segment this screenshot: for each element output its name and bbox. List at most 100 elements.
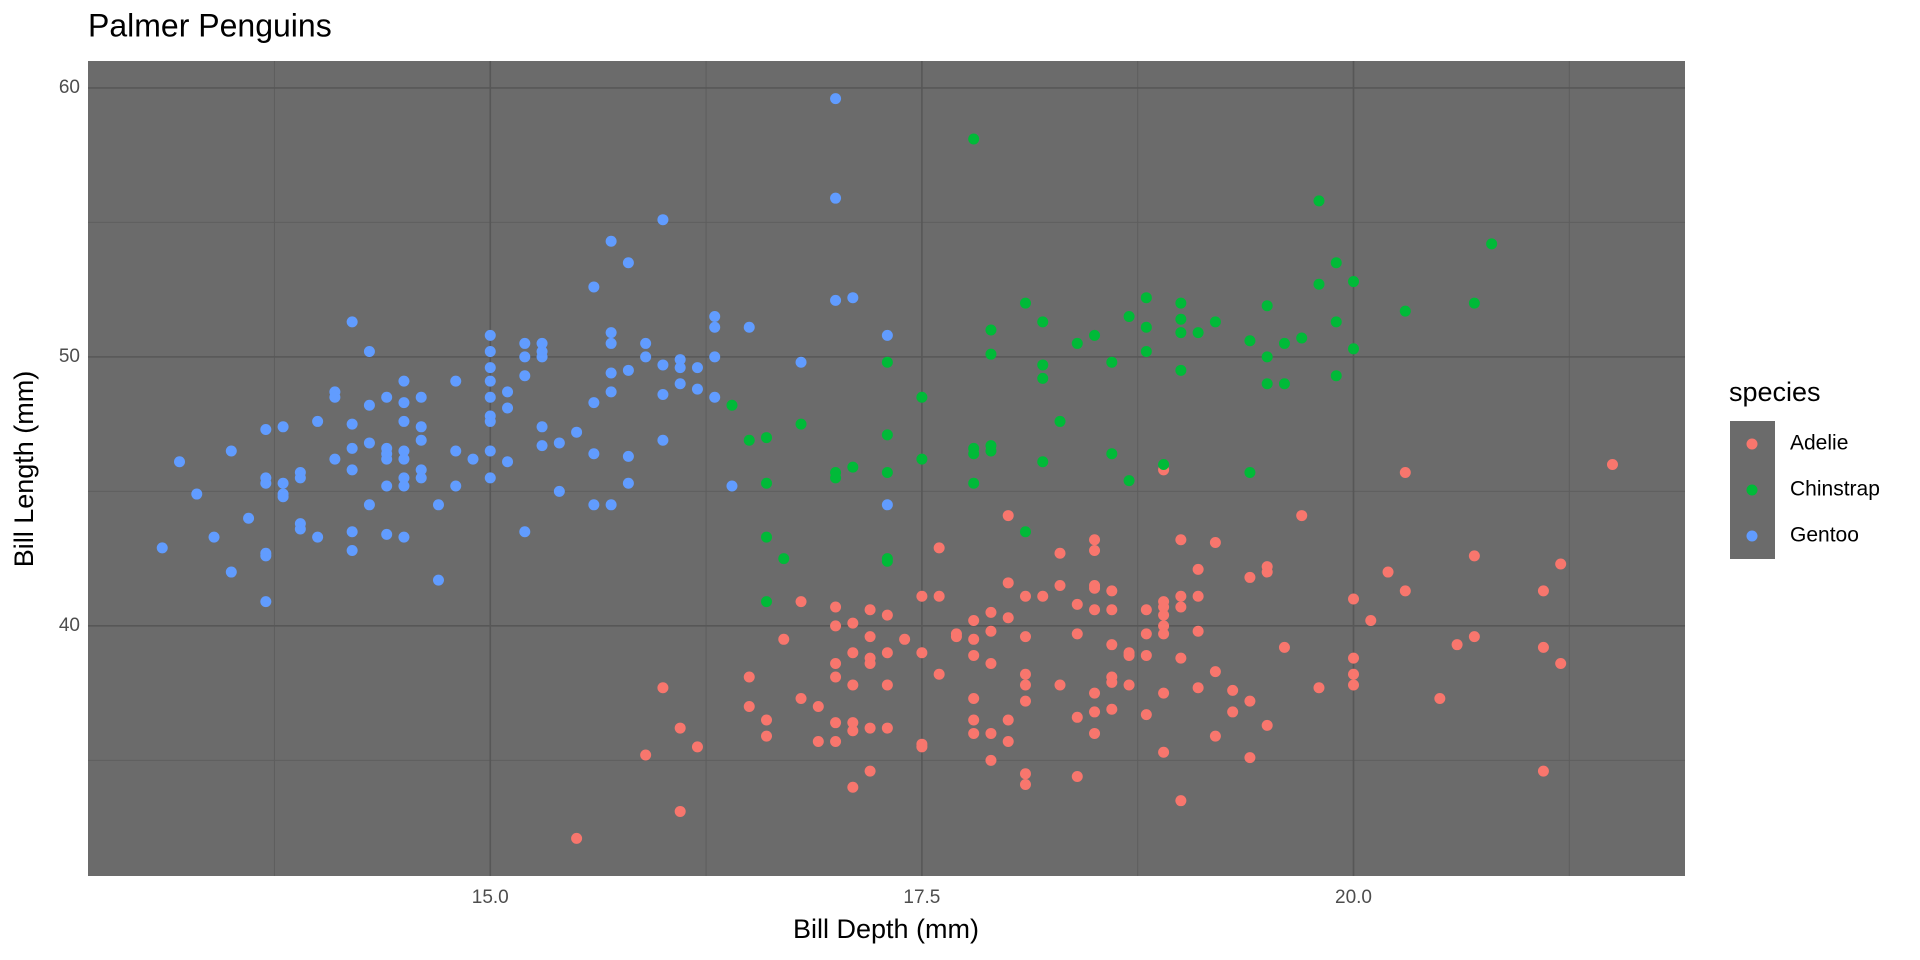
point: [1019, 631, 1031, 643]
point: [588, 397, 600, 409]
point: [916, 590, 928, 602]
point: [881, 356, 893, 368]
point: [1037, 316, 1049, 328]
point: [830, 601, 842, 613]
point: [1089, 545, 1101, 557]
point: [519, 337, 531, 349]
point: [415, 464, 427, 476]
point: [1348, 668, 1360, 680]
point: [1261, 566, 1273, 578]
point: [1037, 456, 1049, 468]
point: [1348, 652, 1360, 664]
point: [761, 531, 773, 543]
point: [709, 321, 721, 333]
point: [847, 292, 859, 304]
point: [674, 722, 686, 734]
point: [864, 604, 876, 616]
point: [1175, 534, 1187, 546]
point: [415, 472, 427, 484]
point: [968, 133, 980, 145]
legend-marker: [1746, 484, 1758, 496]
point: [1261, 719, 1273, 731]
point: [1261, 300, 1273, 312]
point: [174, 456, 186, 468]
point: [1158, 458, 1170, 470]
point: [847, 647, 859, 659]
legend-title: species: [1729, 377, 1821, 407]
series-0: [571, 458, 1618, 844]
point: [1089, 534, 1101, 546]
point: [881, 429, 893, 441]
point: [571, 426, 583, 438]
point: [743, 701, 755, 713]
point: [260, 596, 272, 608]
point: [761, 596, 773, 608]
point: [1106, 356, 1118, 368]
point: [243, 512, 255, 524]
point: [847, 781, 859, 793]
point: [1348, 276, 1360, 288]
point: [1158, 687, 1170, 699]
point: [847, 617, 859, 629]
point: [830, 620, 842, 632]
point: [1002, 577, 1014, 589]
point: [484, 391, 496, 403]
point: [484, 345, 496, 357]
point: [1209, 666, 1221, 678]
point: [1606, 458, 1618, 470]
point: [1278, 337, 1290, 349]
point: [381, 391, 393, 403]
point: [1002, 736, 1014, 748]
point: [864, 722, 876, 734]
point: [398, 397, 410, 409]
point: [1244, 335, 1256, 347]
point: [1175, 364, 1187, 376]
point: [398, 531, 410, 543]
point: [156, 542, 168, 554]
x-tick-label: 20.0: [1335, 887, 1372, 908]
point: [1123, 649, 1135, 661]
point: [1330, 370, 1342, 382]
chart-title: Palmer Penguins: [88, 7, 332, 43]
point: [398, 375, 410, 387]
point: [536, 337, 548, 349]
y-tick-label: 60: [59, 77, 80, 98]
point: [381, 528, 393, 540]
point: [881, 467, 893, 479]
point: [519, 351, 531, 363]
point: [1106, 585, 1118, 597]
point: [916, 647, 928, 659]
point: [778, 633, 790, 645]
point: [691, 362, 703, 374]
point: [1209, 730, 1221, 742]
point: [795, 692, 807, 704]
point: [1106, 604, 1118, 616]
point: [847, 725, 859, 737]
point: [312, 531, 324, 543]
point: [363, 499, 375, 511]
point: [1071, 337, 1083, 349]
point: [415, 391, 427, 403]
point: [1019, 590, 1031, 602]
point: [1175, 297, 1187, 309]
point: [1468, 631, 1480, 643]
point: [622, 364, 634, 376]
point: [398, 480, 410, 492]
point: [502, 402, 514, 414]
point: [933, 590, 945, 602]
point: [467, 453, 479, 465]
point: [916, 391, 928, 403]
point: [881, 499, 893, 511]
point: [225, 566, 237, 578]
point: [432, 574, 444, 586]
point: [1158, 601, 1170, 613]
point: [1192, 625, 1204, 637]
point: [484, 362, 496, 374]
point: [657, 434, 669, 446]
point: [415, 421, 427, 433]
point: [1054, 679, 1066, 691]
point: [484, 375, 496, 387]
point: [1537, 765, 1549, 777]
point: [1037, 372, 1049, 384]
point: [657, 682, 669, 694]
